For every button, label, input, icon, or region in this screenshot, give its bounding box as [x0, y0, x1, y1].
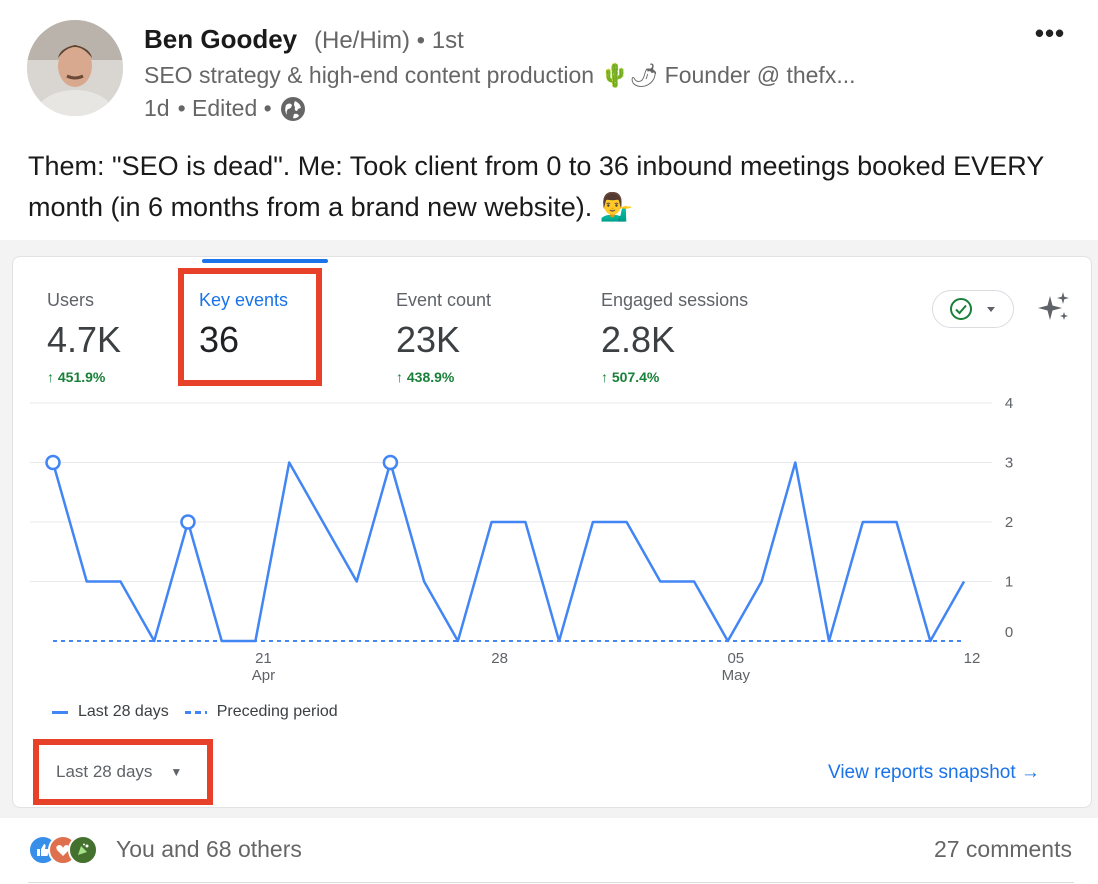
- data-point-marker: [45, 454, 61, 471]
- y-tick-label: 0: [1005, 624, 1013, 641]
- y-tick-label: 1: [1005, 574, 1013, 591]
- view-reports-snapshot-link[interactable]: View reports snapshot →: [828, 762, 1040, 783]
- date-range-dropdown[interactable]: Last 28 days ▼: [42, 750, 204, 794]
- metric-engaged-sessions[interactable]: Engaged sessions 2.8K ↑ 507.4%: [601, 290, 748, 385]
- metric-label: Users: [47, 290, 95, 310]
- metric-label: Event count: [396, 290, 492, 310]
- y-tick-label: 3: [1005, 455, 1013, 472]
- metric-change: ↑ 507.4%: [601, 369, 660, 385]
- metric-label: Key events: [199, 290, 289, 310]
- comments-count[interactable]: 27 comments: [933, 836, 1072, 862]
- caret-down-icon: [987, 307, 995, 312]
- footer-divider: [28, 882, 1074, 883]
- last-28-days-line: [51, 461, 966, 643]
- x-tick-label: 12: [964, 650, 981, 667]
- metric-value: 4.7K: [47, 319, 122, 360]
- metric-label: Engaged sessions: [601, 290, 749, 310]
- author-headline: SEO strategy & high-end content producti…: [144, 62, 856, 88]
- metric-value: 23K: [396, 319, 461, 360]
- sparkle-icon[interactable]: [1036, 290, 1072, 326]
- data-quality-dropdown[interactable]: [932, 290, 1014, 328]
- x-tick-label: 21: [255, 650, 272, 667]
- avatar-photo: [27, 20, 123, 116]
- data-point-marker: [382, 454, 399, 471]
- caret-down-icon: ▼: [170, 765, 183, 779]
- chart-legend: Last 28 days Preceding period: [52, 703, 338, 721]
- edited-label: • Edited •: [177, 95, 272, 121]
- author-avatar[interactable]: [27, 20, 123, 116]
- post-timestamp: 1d • Edited •: [144, 95, 306, 122]
- x-tick-month-label: Apr: [252, 667, 275, 684]
- active-tab-indicator: [202, 259, 328, 263]
- metric-change: ↑ 451.9%: [47, 369, 106, 385]
- y-tick-label: 4: [1005, 395, 1013, 412]
- x-tick-month-label: May: [722, 667, 751, 684]
- legend-dashed-swatch: [184, 710, 207, 714]
- reactions-count[interactable]: You and 68 others: [116, 836, 302, 862]
- post-time: 1d: [144, 95, 170, 121]
- legend-current: Last 28 days: [78, 703, 169, 720]
- x-tick-label: 28: [491, 650, 508, 667]
- reaction-icons[interactable]: [28, 834, 98, 866]
- post-body: Them: "SEO is dead". Me: Took client fro…: [28, 151, 1044, 222]
- metric-users[interactable]: Users 4.7K ↑ 451.9%: [47, 290, 121, 385]
- connection-degree: • 1st: [416, 27, 464, 54]
- metric-value: 36: [199, 319, 240, 360]
- metric-key-events[interactable]: Key events 36: [199, 290, 288, 361]
- author-meta: (He/Him) • 1st: [314, 27, 464, 55]
- ellipsis-icon: •••: [1034, 18, 1066, 48]
- y-tick-label: 2: [1005, 514, 1013, 531]
- globe-icon: [280, 96, 305, 121]
- metric-event-count[interactable]: Event count 23K ↑ 438.9%: [396, 290, 491, 385]
- data-point-marker: [180, 514, 196, 530]
- legend-previous: Preceding period: [216, 703, 338, 720]
- check-circle-icon: [950, 298, 972, 320]
- x-tick-label: 05: [727, 650, 744, 667]
- author-pronouns: (He/Him): [314, 27, 410, 54]
- metric-change: ↑ 438.9%: [396, 369, 455, 385]
- legend-solid-swatch: [52, 710, 68, 714]
- author-name[interactable]: Ben Goodey: [144, 24, 298, 54]
- metric-value: 2.8K: [601, 319, 676, 360]
- date-range-label: Last 28 days: [56, 762, 153, 781]
- more-options-button[interactable]: •••: [1030, 18, 1070, 48]
- celebrate-icon: [68, 835, 98, 865]
